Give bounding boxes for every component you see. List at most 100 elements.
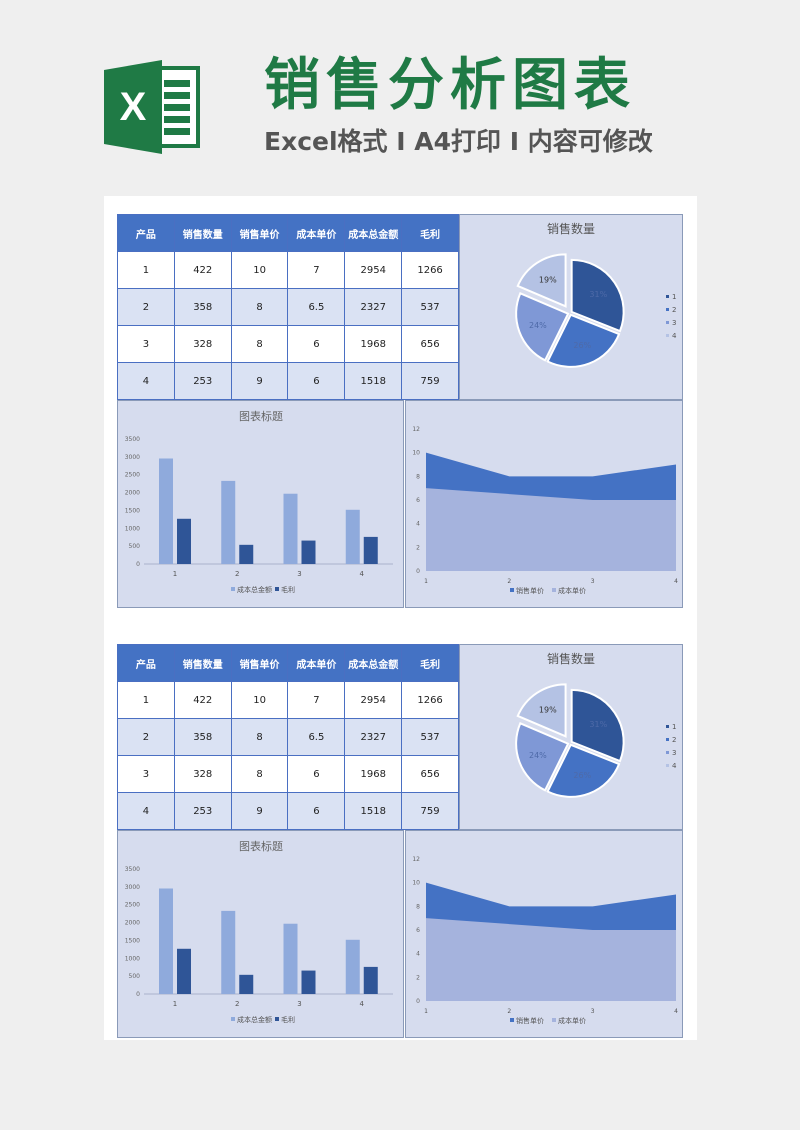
table-cell: 8 <box>230 325 289 363</box>
chart-title: 销售数量 <box>547 651 595 666</box>
table-row: 4 253 9 6 1518 759 <box>117 792 459 830</box>
table-cell: 9 <box>230 362 289 400</box>
y-tick-label: 12 <box>412 856 420 863</box>
excel-logo-icon: X <box>104 60 204 154</box>
y-tick-label: 3500 <box>125 866 140 873</box>
column-header: 销售数量 <box>173 214 232 252</box>
table-row: 4 253 9 6 1518 759 <box>117 362 459 400</box>
legend-label: 成本单价 <box>558 1016 586 1025</box>
table-row: 2 358 8 6.5 2327 537 <box>117 718 459 756</box>
table-cell: 6.5 <box>287 718 346 756</box>
legend-swatch <box>552 1018 556 1022</box>
pie-data-label: 19% <box>539 275 557 284</box>
pie-slice <box>546 313 621 368</box>
table-cell: 3 <box>117 325 175 363</box>
y-tick-label: 4 <box>416 951 420 958</box>
bar <box>283 923 298 994</box>
table-cell: 759 <box>401 792 459 830</box>
y-tick-label: 3500 <box>125 436 140 443</box>
legend-swatch <box>666 308 669 311</box>
pie-slice <box>516 253 567 308</box>
legend-label: 1 <box>672 723 676 731</box>
y-tick-label: 2500 <box>125 472 140 479</box>
table-cell: 1266 <box>401 681 459 719</box>
report-block-2: 产品 销售数量 销售单价 成本单价 成本总金额 毛利 1 422 10 7 2954 1266 2 358… <box>117 644 683 1038</box>
table-cell: 328 <box>173 755 232 793</box>
x-tick-label: 4 <box>360 1000 365 1008</box>
table-cell: 4 <box>117 792 175 830</box>
legend-label: 3 <box>672 319 676 327</box>
table-cell: 253 <box>173 362 232 400</box>
chart-title: 图表标题 <box>239 839 283 853</box>
table-cell: 3 <box>117 755 175 793</box>
logo-letter: X <box>120 85 147 129</box>
table-cell: 358 <box>173 718 232 756</box>
table-cell: 759 <box>401 362 459 400</box>
chart-title: 销售数量 <box>547 221 595 236</box>
area-chart-panel: 0 2 4 6 8 10 12 1 2 3 4 销售单价 成本单价 <box>405 830 683 1038</box>
table-row: 1 422 10 7 2954 1266 <box>117 251 459 289</box>
y-tick-label: 6 <box>416 497 420 504</box>
legend-swatch <box>231 1017 235 1021</box>
y-tick-label: 2000 <box>125 490 140 497</box>
y-tick-label: 500 <box>129 543 141 550</box>
x-tick-label: 4 <box>674 1008 678 1015</box>
column-header: 成本总金额 <box>344 214 403 252</box>
x-tick-label: 3 <box>297 570 301 578</box>
table-cell: 1518 <box>344 792 403 830</box>
column-header: 产品 <box>117 214 175 252</box>
table-row: 3 328 8 6 1968 656 <box>117 755 459 793</box>
sales-table: 产品 销售数量 销售单价 成本单价 成本总金额 毛利 1 422 10 7 2954 1266 2 358… <box>117 644 459 830</box>
pie-chart: 销售数量 31% 26% 24% 19% 1 2 3 4 <box>515 221 677 368</box>
bar <box>301 970 316 994</box>
table-cell: 1 <box>117 251 175 289</box>
table-cell: 7 <box>287 251 346 289</box>
table-cell: 422 <box>173 681 232 719</box>
y-tick-label: 8 <box>416 903 420 910</box>
x-tick-label: 2 <box>235 570 239 578</box>
x-tick-label: 2 <box>507 578 511 585</box>
table-cell: 537 <box>401 718 459 756</box>
legend-swatch <box>666 334 669 337</box>
table-cell: 6 <box>287 792 346 830</box>
y-tick-label: 2 <box>416 974 420 981</box>
column-header: 毛利 <box>401 644 459 682</box>
y-tick-label: 10 <box>412 450 420 457</box>
y-tick-label: 1500 <box>125 937 140 944</box>
table-cell: 2954 <box>344 681 403 719</box>
legend-label: 成本总金额 <box>237 1015 272 1024</box>
y-tick-label: 6 <box>416 927 420 934</box>
bar <box>283 493 298 564</box>
bar <box>221 910 236 994</box>
table-cell: 6 <box>287 325 346 363</box>
page-title: 销售分析图表 <box>264 53 636 118</box>
table-cell: 1 <box>117 681 175 719</box>
pie-slice <box>515 721 570 792</box>
column-header: 成本单价 <box>287 214 346 252</box>
table-cell: 2 <box>117 718 175 756</box>
bar-chart-panel: 图表标题 0 500 1000 1500 2000 2500 3000 3500 1 2 3 4 成本总金… <box>117 400 404 608</box>
column-header: 成本单价 <box>287 644 346 682</box>
legend-swatch <box>275 1017 279 1021</box>
column-header: 销售单价 <box>230 644 289 682</box>
y-tick-label: 12 <box>412 426 420 433</box>
y-tick-label: 1500 <box>125 507 140 514</box>
bar-chart-panel: 图表标题 0 500 1000 1500 2000 2500 3000 3500 1 2 3 4 成本总金… <box>117 830 404 1038</box>
pie-data-label: 24% <box>529 321 547 330</box>
table-cell: 2327 <box>344 718 403 756</box>
x-tick-label: 3 <box>591 1008 595 1015</box>
table-cell: 6.5 <box>287 288 346 326</box>
report-block-1: 产品 销售数量 销售单价 成本单价 成本总金额 毛利 1 422 10 7 2954 1266 2 358… <box>117 214 683 608</box>
area-series <box>426 488 676 571</box>
table-cell: 656 <box>401 755 459 793</box>
table-cell: 1266 <box>401 251 459 289</box>
legend-label: 销售单价 <box>516 1016 544 1025</box>
legend-swatch <box>666 764 669 767</box>
table-header-row: 产品 销售数量 销售单价 成本单价 成本总金额 毛利 <box>117 214 459 252</box>
x-tick-label: 1 <box>424 1008 428 1015</box>
pie-slice <box>546 743 621 798</box>
pie-data-label: 24% <box>529 751 547 760</box>
y-tick-label: 1000 <box>125 955 140 962</box>
